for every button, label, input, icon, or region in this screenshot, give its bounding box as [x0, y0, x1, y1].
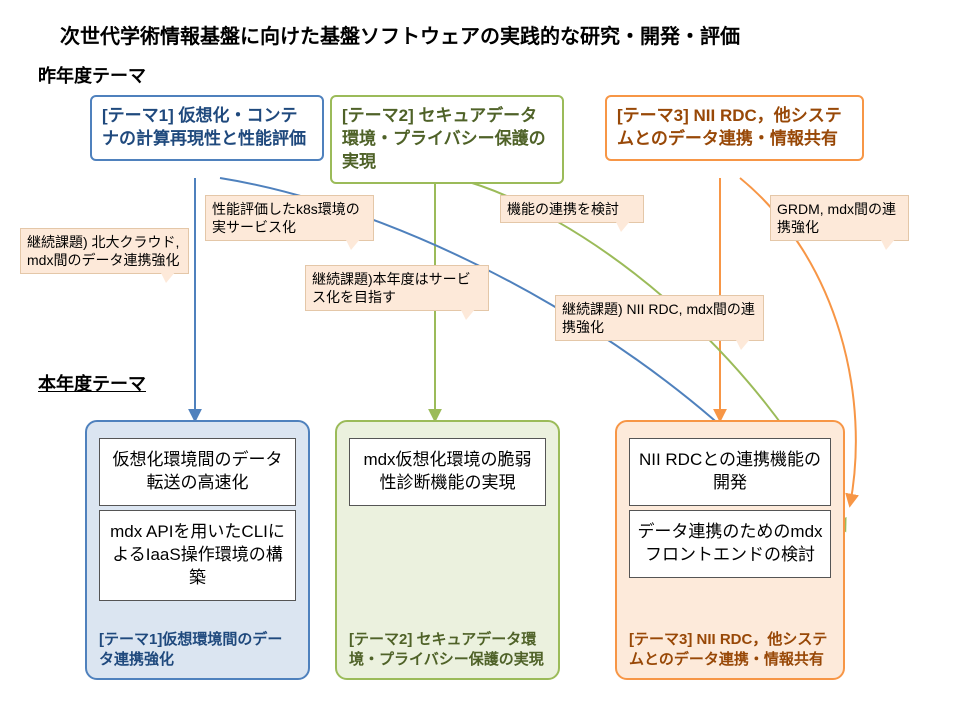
- bottom-theme-label: [テーマ3] NII RDC，他システムとのデータ連携・情報共有: [629, 630, 831, 671]
- callout-1: 継続課題) 北大クラウド, mdx間のデータ連携強化: [20, 228, 189, 274]
- bottom-item: mdx APIを用いたCLIによるIaaS操作環境の構築: [99, 510, 296, 601]
- bottom-item: mdx仮想化環境の脆弱性診断機能の実現: [349, 438, 546, 506]
- callout-3: 継続課題)本年度はサービス化を目指す: [305, 265, 489, 311]
- callout-6: GRDM, mdx間の連携強化: [770, 195, 909, 241]
- top-theme-box-2: [テーマ2] セキュアデータ環境・プライバシー保護の実現: [330, 95, 564, 184]
- callout-4: 機能の連携を検討: [500, 195, 644, 223]
- bottom-item: 仮想化環境間のデータ転送の高速化: [99, 438, 296, 506]
- section-label-top: 昨年度テーマ: [38, 62, 146, 88]
- bottom-theme-container-1: 仮想化環境間のデータ転送の高速化mdx APIを用いたCLIによるIaaS操作環…: [85, 420, 310, 680]
- top-theme-box-1: [テーマ1] 仮想化・コンテナの計算再現性と性能評価: [90, 95, 324, 161]
- page-title: 次世代学術情報基盤に向けた基盤ソフトウェアの実践的な研究・開発・評価: [60, 20, 900, 49]
- callout-5: 継続課題) NII RDC, mdx間の連携強化: [555, 295, 764, 341]
- section-label-bottom: 本年度テーマ: [38, 370, 146, 396]
- bottom-item: データ連携のためのmdxフロントエンドの検討: [629, 510, 831, 578]
- bottom-theme-container-2: mdx仮想化環境の脆弱性診断機能の実現 [テーマ2] セキュアデータ環境・プライバ…: [335, 420, 560, 680]
- bottom-item: NII RDCとの連携機能の開発: [629, 438, 831, 506]
- bottom-theme-label: [テーマ2] セキュアデータ環境・プライバシー保護の実現: [349, 630, 546, 671]
- callout-2: 性能評価したk8s環境の実サービス化: [205, 195, 374, 241]
- bottom-theme-container-3: NII RDCとの連携機能の開発データ連携のためのmdxフロントエンドの検討 [テ…: [615, 420, 845, 680]
- top-theme-box-3: [テーマ3] NII RDC，他システムとのデータ連携・情報共有: [605, 95, 864, 161]
- bottom-theme-label: [テーマ1]仮想環境間のデータ連携強化: [99, 630, 296, 671]
